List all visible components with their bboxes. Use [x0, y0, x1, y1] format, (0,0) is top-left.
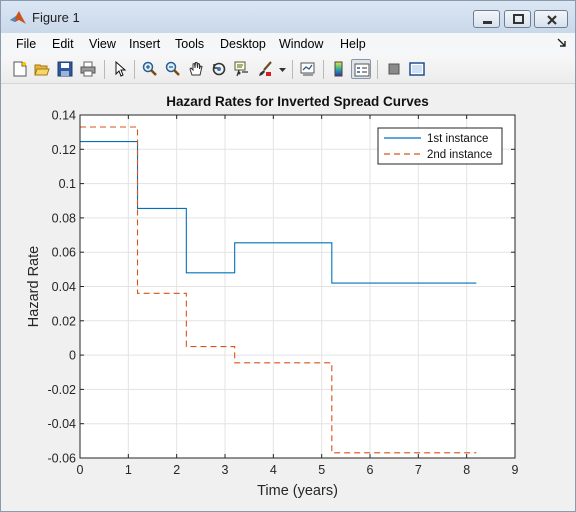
- x-tick-label: 8: [463, 463, 470, 477]
- zoom-out-button[interactable]: [163, 59, 183, 79]
- close-button[interactable]: [534, 10, 568, 28]
- y-tick-label: -0.04: [48, 417, 77, 431]
- y-tick-label: 0.12: [52, 143, 76, 157]
- new-figure-icon: [13, 61, 27, 77]
- toolbar-separator: [377, 60, 378, 79]
- open-file-button[interactable]: [32, 59, 52, 79]
- new-figure-button[interactable]: [10, 59, 30, 79]
- brush-dropdown-icon[interactable]: [279, 68, 286, 73]
- matlab-logo-icon: [10, 11, 26, 24]
- menu-tools[interactable]: Tools: [175, 37, 205, 51]
- insert-legend-button[interactable]: [351, 59, 371, 79]
- y-tick-label: -0.02: [48, 383, 77, 397]
- link-plot-button[interactable]: [298, 59, 318, 79]
- x-tick-label: 9: [512, 463, 519, 477]
- x-tick-label: 5: [318, 463, 325, 477]
- insert-legend-icon: [354, 63, 370, 77]
- legend-box[interactable]: [377, 127, 503, 165]
- y-tick-label: 0.14: [52, 109, 76, 123]
- menu-window[interactable]: Window: [279, 37, 324, 51]
- menu-edit[interactable]: Edit: [52, 37, 74, 51]
- legend-label-2: 2nd instance: [427, 149, 492, 161]
- x-tick-label: 2: [173, 463, 180, 477]
- toolbar-separator: [104, 60, 105, 79]
- restore-icon: [513, 14, 524, 24]
- open-file-icon: [34, 64, 50, 76]
- zoom-out-icon: [165, 61, 180, 76]
- print-button[interactable]: [78, 59, 98, 79]
- save-icon: [57, 61, 73, 77]
- edit-plot-icon: [115, 61, 127, 77]
- y-tick-label: 0.1: [59, 177, 76, 191]
- show-plot-tools-icon: [409, 62, 425, 76]
- menu-view[interactable]: View: [89, 37, 116, 51]
- insert-colorbar-button[interactable]: [329, 59, 349, 79]
- rotate-3d-button[interactable]: [209, 59, 229, 79]
- x-tick-label: 7: [415, 463, 422, 477]
- save-button[interactable]: [55, 59, 75, 79]
- pan-icon: [189, 62, 203, 76]
- minimize-icon: [483, 21, 492, 24]
- x-tick-label: 4: [270, 463, 277, 477]
- window-title: Figure 1: [32, 10, 80, 25]
- y-tick-label: 0.06: [52, 246, 76, 260]
- brush-icon: [259, 61, 272, 76]
- print-icon: [80, 61, 96, 77]
- x-tick-label: 6: [367, 463, 374, 477]
- toolbar-separator: [323, 60, 324, 79]
- figure-canvas: 0 1 2 3 4 5 6 7 8 9 -0.06 -0.04 -0.02 0 0.02 0.04 0.06 0.…: [2, 84, 575, 511]
- y-tick-label: 0.04: [52, 280, 76, 294]
- legend-label-1: 1st instance: [427, 133, 488, 145]
- hide-plot-tools-icon: [388, 63, 400, 75]
- minimize-button[interactable]: [473, 10, 500, 28]
- rotate-3d-icon: [212, 62, 226, 76]
- menu-help[interactable]: Help: [340, 37, 366, 51]
- menu-file[interactable]: File: [16, 37, 37, 51]
- zoom-in-icon: [142, 61, 157, 76]
- link-plot-icon: [300, 62, 315, 76]
- toolbar-separator: [134, 60, 135, 79]
- y-tick-label: 0: [69, 349, 76, 363]
- hide-plot-tools-button[interactable]: [384, 59, 404, 79]
- zoom-in-button[interactable]: [140, 59, 160, 79]
- y-tick-label: 0.08: [52, 211, 76, 225]
- data-cursor-button[interactable]: [232, 59, 252, 79]
- menu-bar: File Edit View Insert Tools Desktop Wind…: [1, 33, 575, 55]
- x-tick-label: 3: [222, 463, 229, 477]
- hazard-rate-chart[interactable]: 0 1 2 3 4 5 6 7 8 9 -0.06 -0.04 -0.02 0 0.02 0.04 0.06 0.…: [2, 84, 575, 511]
- dock-arrow-icon[interactable]: [557, 38, 567, 48]
- y-axis-label: Hazard Rate: [26, 246, 42, 327]
- y-tick-label: 0.02: [52, 314, 76, 328]
- x-tick-label: 1: [125, 463, 132, 477]
- brush-button[interactable]: [255, 59, 275, 79]
- series-line-2: [80, 126, 477, 454]
- data-cursor-icon: [234, 61, 248, 77]
- maximize-button[interactable]: [504, 10, 531, 28]
- insert-colorbar-icon: [334, 61, 343, 77]
- menu-desktop[interactable]: Desktop: [220, 37, 266, 51]
- figure-toolbar: [1, 55, 575, 84]
- close-icon: [547, 15, 557, 25]
- menu-insert[interactable]: Insert: [129, 37, 161, 51]
- title-bar[interactable]: Figure 1: [1, 1, 575, 33]
- y-tick-label: -0.06: [48, 452, 77, 466]
- x-tick-label: 0: [77, 463, 84, 477]
- toolbar-separator: [292, 60, 293, 79]
- chart-title: Hazard Rates for Inverted Spread Curves: [166, 94, 429, 109]
- pan-button[interactable]: [186, 59, 206, 79]
- x-axis-label: Time (years): [257, 483, 338, 499]
- edit-plot-button[interactable]: [110, 59, 130, 79]
- show-plot-tools-button[interactable]: [407, 59, 427, 79]
